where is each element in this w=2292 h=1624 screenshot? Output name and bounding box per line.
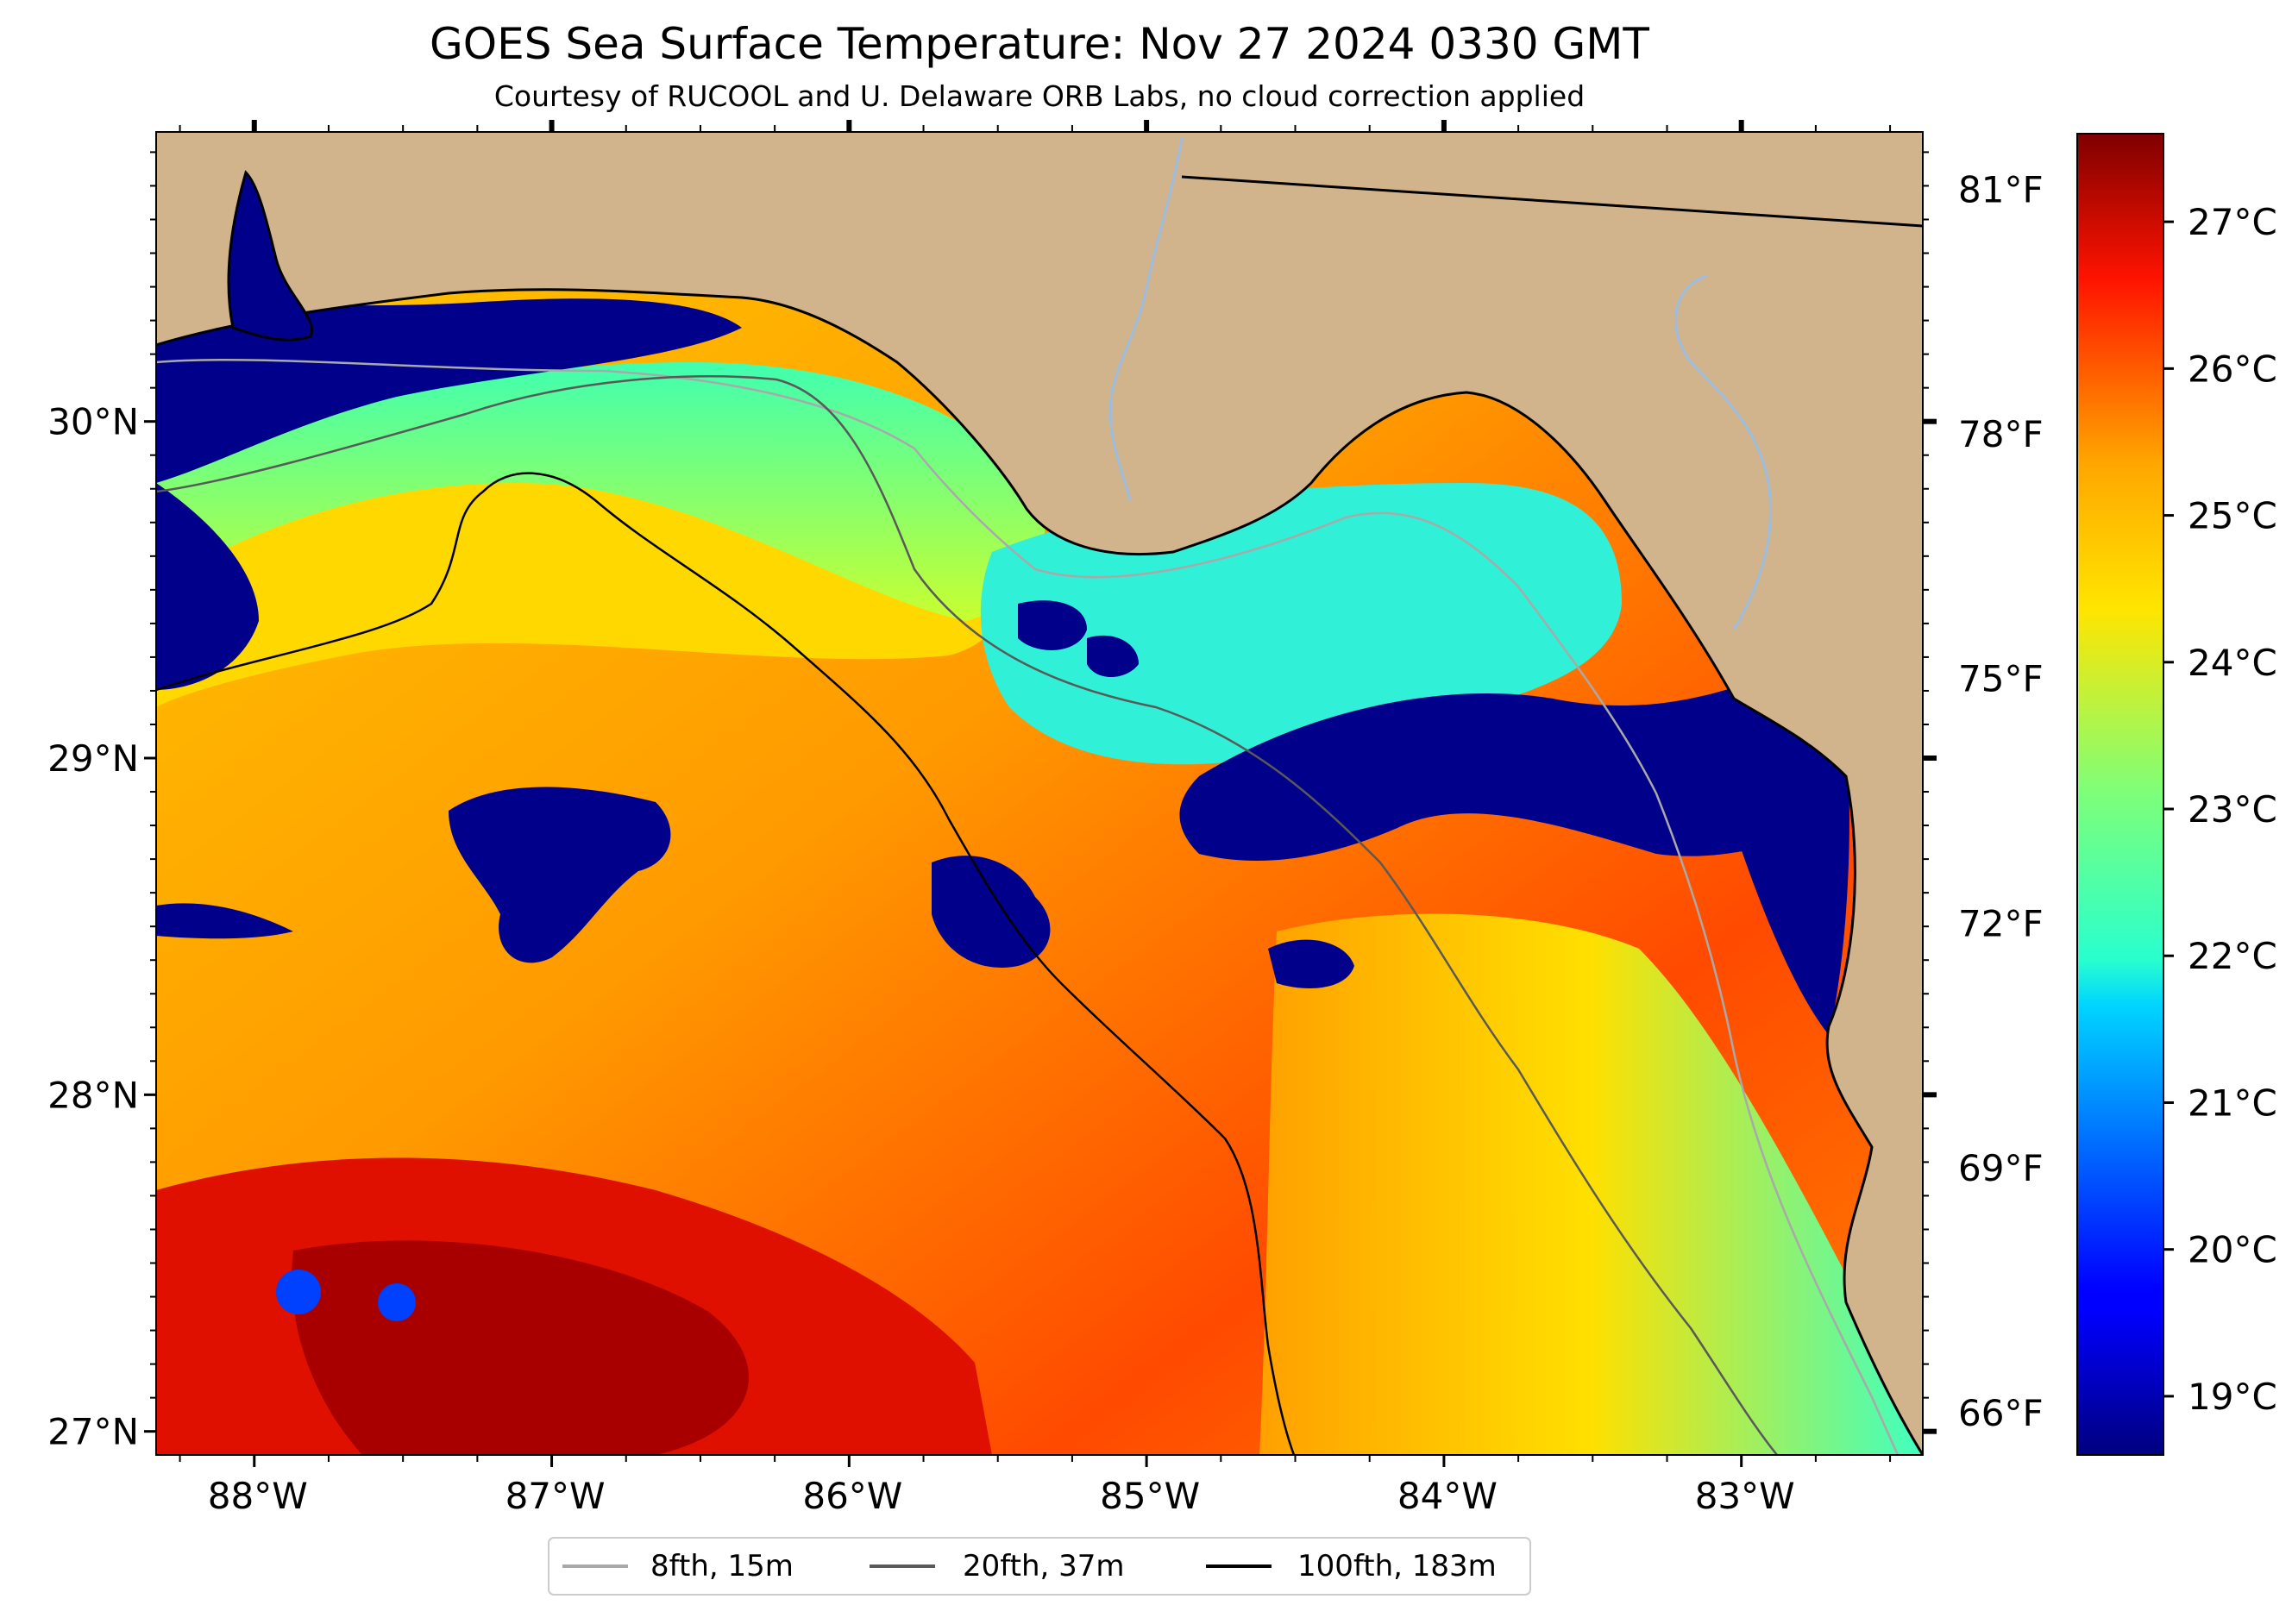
fahrenheit-tick-label: 75°F [1958,658,2044,700]
map-frame [155,131,1924,1456]
lat-tick-label: 30°N [47,401,139,443]
cold-water-west [156,483,259,690]
lon-tick-label: 84°W [1397,1475,1498,1517]
fahrenheit-tick-label: 72°F [1958,902,2044,944]
isobath-8fth [156,358,1900,1455]
figure-subtitle: Courtesy of RUCOOL and U. Delaware ORB L… [494,79,1585,113]
lat-tick-label: 29°N [47,737,139,780]
colorbar-tick-label: 23°C [2188,788,2277,831]
lon-tick-label: 88°W [208,1475,308,1517]
colorbar-tick-label: 19°C [2188,1376,2277,1418]
cold-patch-central [932,856,1051,968]
colorbar-tick-label: 27°C [2188,201,2277,243]
legend-label-20fth: 20fth, 37m [963,1549,1125,1583]
legend: 8fth, 15m 20fth, 37m 100fth, 183m [548,1537,1531,1596]
fahrenheit-axis: 66°F 69°F 72°F 75°F 78°F 81°F [1958,168,2044,1434]
isobath-100fth [156,472,1296,1455]
cold-water-coastal-east [1734,715,1849,1035]
eddy-2 [378,1283,416,1321]
nearshore-band-region [156,362,1046,621]
lat-tick-label: 28°N [47,1074,139,1116]
colorbar-tick-label: 22°C [2188,935,2277,977]
legend-label-100fth: 100fth, 183m [1297,1549,1497,1583]
lon-tick-label: 86°W [802,1475,902,1517]
cold-patch-north-1 [1018,600,1087,650]
latitude-axis: 27°N 28°N 29°N 30°N [47,151,1937,1453]
land-north [156,132,1923,1455]
colorbar-tick-label: 25°C [2188,495,2277,537]
fahrenheit-tick-label: 78°F [1958,413,2044,455]
colorbar-axis: 19°C 20°C 21°C 22°C 23°C 24°C 25°C 26°C 27°C [2163,201,2277,1418]
cold-patch-north-2 [1087,635,1139,677]
lon-tick-label: 85°W [1100,1475,1200,1517]
isobath-20fth [156,375,1778,1455]
fahrenheit-tick-label: 66°F [1958,1392,2044,1434]
colorbar-tick-label: 26°C [2188,348,2277,390]
lat-tick-label: 27°N [47,1411,139,1453]
cold-water-nw [156,293,742,483]
sst-map [156,132,1923,1455]
colorbar-tick-label: 20°C [2188,1229,2277,1271]
colorbar-tick-label: 24°C [2188,642,2277,684]
lon-tick-label: 83°W [1695,1475,1795,1517]
cold-patch-west-strip [156,903,293,939]
legend-box [548,1537,1531,1596]
east-shelf-region [1259,913,1923,1455]
state-border [1181,175,1923,228]
longitude-axis: 88°W 87°W 86°W 85°W 84°W 83°W [179,120,1892,1517]
eddy-1 [276,1270,321,1314]
legend-label-8fth: 8fth, 15m [650,1549,794,1583]
river-apalachicola [1108,137,1184,501]
figure-title: GOES Sea Surface Temperature: Nov 27 202… [430,19,1649,69]
lon-tick-label: 87°W [505,1475,606,1517]
river-suwannee [1674,274,1773,630]
fahrenheit-tick-label: 69°F [1958,1147,2044,1189]
colorbar-tick-label: 21°C [2188,1082,2277,1124]
cold-patch-east [1268,939,1354,988]
cold-water-big-bend [1179,673,1829,862]
cold-patch-west-1 [449,787,671,963]
fahrenheit-tick-label: 81°F [1958,168,2044,210]
colorbar [2076,133,2164,1456]
mobile-bay [227,170,314,342]
coastline [156,288,1923,1455]
